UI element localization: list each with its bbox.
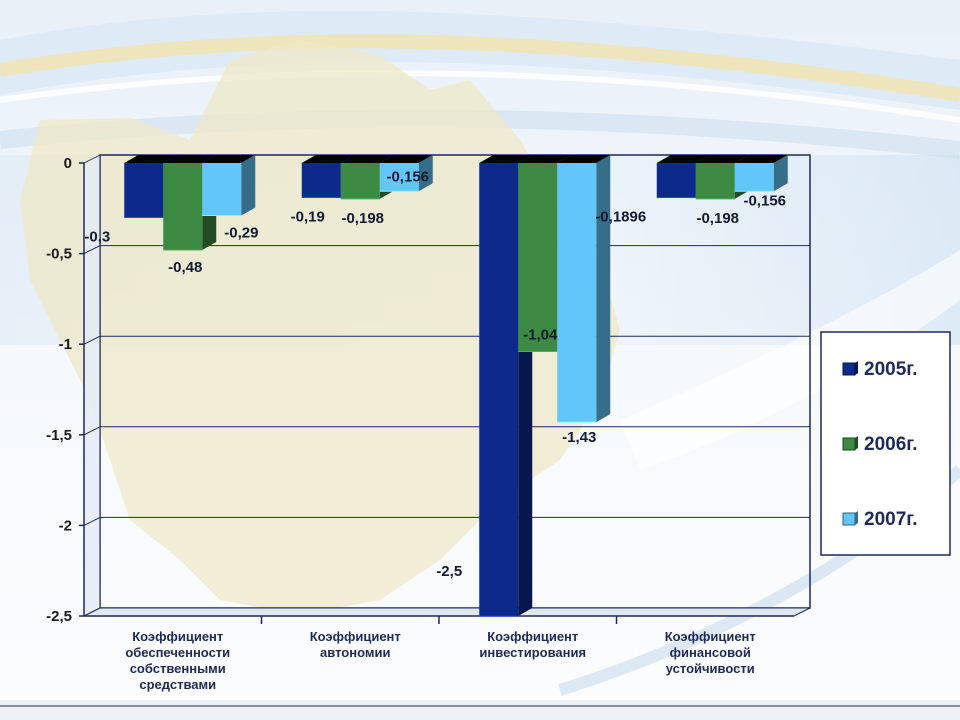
bar-top-face [379,155,433,163]
bars [124,155,788,617]
data-label: -0,3 [84,228,110,245]
bar-top-face [301,155,355,163]
bar-side-face [418,155,433,192]
bar-front-face [124,163,164,218]
bar-top-face [163,155,217,163]
legend-item-2006г.: 2006г. [842,434,918,455]
y-tick-label: 0 [64,155,72,172]
legend-label: 2006г. [864,434,918,455]
data-label: -0,198 [696,210,739,227]
x-axis: Коэффициент обеспеченности собственными сре… [125,616,756,692]
bar-top-face [340,155,394,163]
bar-top-face [695,155,749,163]
y-axis: 0 -0,5 -1 -1,5 -2 -2,5 [46,155,84,625]
bar-side-face [773,155,788,192]
bar-2007г.-2 [379,155,433,192]
y-tick-label: -1 [59,336,72,353]
bar-top-face [479,155,533,163]
gridline-side [83,335,101,345]
gridline-side [83,426,101,436]
data-label: -0,1896 [595,208,646,225]
y-tick-label: -1,5 [46,427,72,444]
bar-front-face [695,163,735,199]
bar-2007г.-3 [557,155,611,423]
bar-top-face [124,155,178,163]
category-label: Коэффициент автономии [310,629,401,660]
bar-side-face [596,155,611,423]
data-label: -0,156 [386,168,429,185]
bar-2007г.-4 [734,155,788,192]
bar-top-face [734,155,788,163]
bar-front-face [656,163,696,198]
data-label: -1,04 [523,326,558,343]
legend-label: 2007г. [864,509,918,530]
bar-top-face [518,155,572,163]
data-label: -0,48 [168,259,202,276]
legend-swatch [842,512,856,526]
bar-top-face [202,155,256,163]
gridline-side [83,245,101,255]
data-label: -0,198 [341,210,384,227]
data-labels: -0,3-0,48-0,29-0,19 -0,198-0,156-2,5-1,04… [84,168,786,580]
legend-swatch [842,437,856,451]
category-label: Коэффициент инвестирования [479,629,586,660]
bar-2007г.-1 [202,155,256,217]
bar-front-face [734,163,774,192]
bar-top-face [656,155,710,163]
bar-front-face [479,163,519,616]
bar-front-face [163,163,203,250]
bar-top-face [557,155,611,163]
legend-label: 2005г. [864,359,918,380]
y-tick-label: -2 [59,517,72,534]
data-label: -0,156 [743,192,786,209]
category-label: Коэффициент финансовой устойчивости [665,629,756,676]
data-label: -0,29 [224,225,258,242]
bar-front-face [340,163,380,199]
data-label: -1,43 [562,429,596,446]
legend: 2005г. 2006г. 2007г. [820,331,951,556]
category-label: Коэффициент обеспеченности собственными сре… [125,629,230,692]
legend-item-2007г.: 2007г. [842,509,918,530]
y-tick-label: -2,5 [46,608,72,625]
data-label: -2,5 [436,563,462,580]
bar-front-face [379,163,419,192]
bar-front-face [557,163,597,423]
bar-front-face [518,163,558,352]
legend-swatch [842,362,856,376]
gridlines [83,245,810,526]
y-tick-label: -0,5 [46,246,72,263]
legend-item-2005г.: 2005г. [842,359,918,380]
bar-front-face [301,163,341,198]
gridline-side [83,516,101,526]
data-label: -0,19 [291,208,325,225]
bar-side-face [241,155,256,216]
bar-front-face [202,163,242,216]
